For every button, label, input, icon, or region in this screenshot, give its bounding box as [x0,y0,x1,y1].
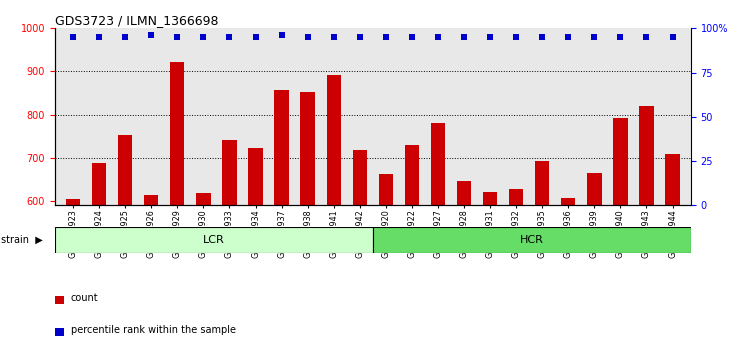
Bar [222,140,237,205]
Bar [352,150,367,205]
Bar [665,154,680,205]
Bar [613,118,628,205]
Bar [431,123,445,205]
Text: count: count [71,293,99,303]
Bar [249,148,262,205]
Bar [483,192,497,205]
Bar [535,161,550,205]
Bar [55,227,373,253]
Bar [66,199,80,205]
Bar [561,198,575,205]
Bar [92,163,106,205]
Bar [405,145,419,205]
Text: percentile rank within the sample: percentile rank within the sample [71,325,236,335]
Bar [587,172,602,205]
Bar [373,227,691,253]
Bar [509,189,523,205]
Text: LCR: LCR [203,235,224,245]
Bar [457,181,471,205]
Text: strain  ▶: strain ▶ [1,235,43,245]
Bar [144,195,159,205]
Text: GDS3723 / ILMN_1366698: GDS3723 / ILMN_1366698 [55,14,219,27]
Bar [300,92,315,205]
Bar [327,74,341,205]
Bar [170,62,184,205]
Bar [196,193,211,205]
Text: HCR: HCR [520,235,544,245]
Bar [118,135,132,205]
Bar [274,90,289,205]
Bar [379,174,393,205]
Bar [640,106,654,205]
